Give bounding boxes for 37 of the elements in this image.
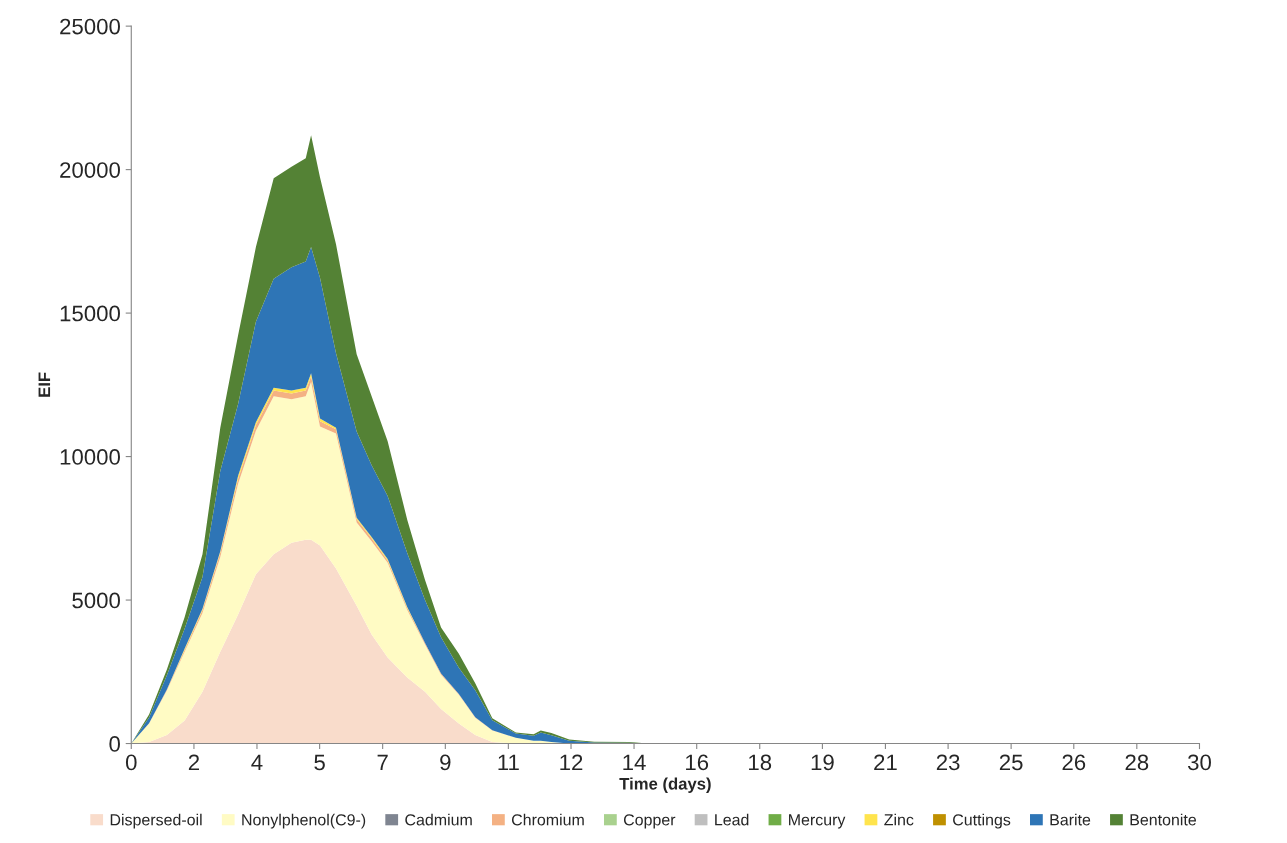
- legend-label: Lead: [715, 813, 749, 826]
- x-tick-label: 25: [999, 754, 1023, 771]
- x-tick-label: 9: [440, 754, 451, 771]
- y-axis-title: EIF: [38, 372, 51, 397]
- legend-label: Nonylphenol(C9-): [242, 813, 366, 829]
- x-tick-label: 21: [874, 754, 897, 771]
- x-tick-label: 4: [251, 754, 263, 771]
- legend-label: Zinc: [884, 813, 914, 826]
- x-tick-label: 28: [1125, 754, 1149, 771]
- x-tick-label: 2: [188, 754, 200, 771]
- x-tick-label: 18: [749, 754, 772, 771]
- y-tick-label: 25000: [60, 18, 120, 35]
- x-tick-label: 16: [686, 754, 709, 771]
- legend-label: Cuttings: [953, 813, 1011, 829]
- x-axis-title: Time (days): [619, 777, 711, 793]
- y-tick-label: 20000: [60, 162, 120, 178]
- legend-label: Mercury: [789, 814, 846, 829]
- y-tick-label: 0: [109, 736, 120, 752]
- x-tick-label: 14: [623, 754, 646, 771]
- x-tick-label: 11: [498, 754, 519, 771]
- legend-label: Cadmium: [405, 813, 472, 826]
- y-tick-label: 10000: [60, 449, 120, 465]
- legend-label: Copper: [623, 814, 676, 829]
- x-tick-label: 26: [1062, 754, 1086, 771]
- x-tick-label: 23: [936, 754, 960, 771]
- legend-label: Bentonite: [1130, 813, 1197, 826]
- x-tick-label: 0: [125, 754, 137, 771]
- y-tick-label: 5000: [72, 592, 120, 609]
- legend-label: Chromium: [511, 813, 584, 826]
- x-tick-label: 5: [314, 754, 325, 771]
- legend-label: Barite: [1050, 813, 1091, 826]
- x-tick-label: 7: [377, 754, 388, 771]
- x-tick-label: 30: [1187, 754, 1211, 771]
- legend-label: Dispersed-oil: [110, 813, 202, 829]
- y-tick-label: 15000: [60, 305, 120, 322]
- x-tick-label: 12: [560, 754, 583, 771]
- x-tick-label: 19: [811, 754, 834, 771]
